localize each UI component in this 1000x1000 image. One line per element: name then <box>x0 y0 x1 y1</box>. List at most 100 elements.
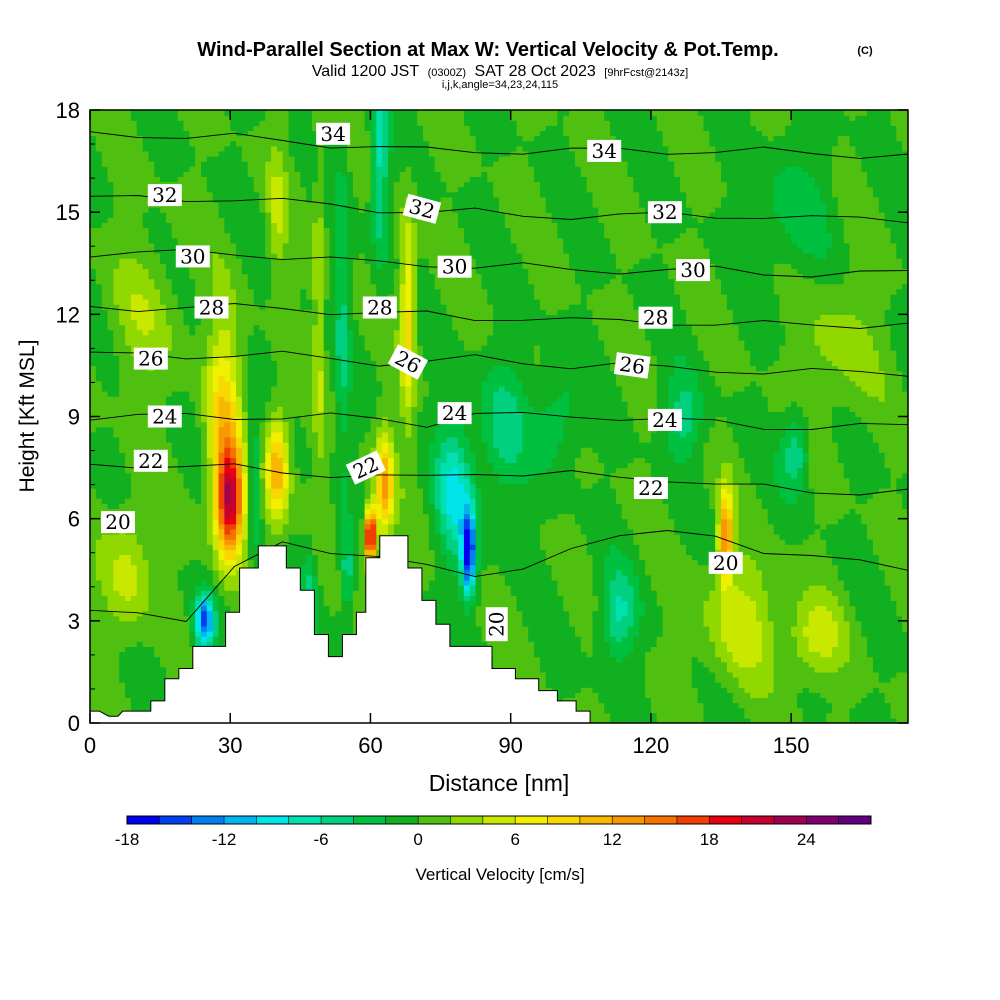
velocity-cell <box>224 523 231 530</box>
velocity-cell <box>195 115 202 121</box>
velocity-cell <box>177 528 185 535</box>
velocity-cell <box>160 227 167 234</box>
velocity-cell <box>259 375 266 382</box>
velocity-cell <box>236 125 243 132</box>
velocity-cell <box>271 334 278 341</box>
velocity-cell <box>247 217 255 223</box>
velocity-cell <box>148 278 155 285</box>
velocity-cell <box>189 130 196 137</box>
velocity-cell <box>300 196 307 203</box>
velocity-cell <box>300 523 307 530</box>
velocity-cell <box>253 304 261 310</box>
velocity-cell <box>171 247 179 254</box>
velocity-cell <box>206 115 214 121</box>
velocity-cell <box>160 595 167 601</box>
velocity-cell <box>241 482 249 489</box>
velocity-cell <box>183 462 190 469</box>
velocity-cell <box>136 201 144 208</box>
velocity-cell <box>317 319 325 326</box>
velocity-cell <box>300 559 307 566</box>
velocity-cell <box>177 523 185 530</box>
velocity-cell <box>236 380 243 387</box>
velocity-cell <box>323 625 331 632</box>
velocity-cell <box>236 115 243 121</box>
velocity-cell <box>160 380 167 387</box>
velocity-cell <box>241 207 249 213</box>
velocity-cell <box>265 508 272 515</box>
velocity-cell <box>90 503 97 510</box>
velocity-cell <box>212 472 220 479</box>
velocity-cell <box>206 508 214 515</box>
velocity-cell <box>125 344 132 351</box>
velocity-cell <box>195 390 202 397</box>
velocity-cell <box>107 697 114 704</box>
velocity-cell <box>113 334 120 341</box>
velocity-cell <box>90 355 97 361</box>
velocity-cell <box>107 145 114 152</box>
velocity-cell <box>201 411 208 418</box>
velocity-cell <box>329 447 336 453</box>
velocity-cell <box>160 304 167 310</box>
velocity-cell <box>148 528 155 535</box>
velocity-cell <box>107 344 114 351</box>
velocity-cell <box>241 166 249 172</box>
velocity-cell <box>218 171 225 178</box>
velocity-cell <box>107 370 114 377</box>
velocity-cell <box>323 365 331 372</box>
velocity-cell <box>259 421 266 428</box>
velocity-cell <box>294 186 301 193</box>
velocity-cell <box>154 503 161 510</box>
velocity-cell <box>107 161 114 167</box>
velocity-cell <box>183 554 190 561</box>
velocity-cell <box>148 692 155 699</box>
velocity-cell <box>154 319 161 326</box>
velocity-cell <box>230 309 237 315</box>
velocity-cell <box>154 222 161 229</box>
velocity-cell <box>142 278 150 285</box>
velocity-cell <box>253 161 261 167</box>
velocity-cell <box>195 207 202 213</box>
velocity-cell <box>113 324 120 331</box>
velocity-cell <box>271 115 278 121</box>
velocity-cell <box>189 283 196 290</box>
velocity-cell <box>253 339 261 346</box>
velocity-cell <box>312 350 319 356</box>
velocity-cell <box>259 130 266 137</box>
velocity-cell <box>201 375 208 382</box>
velocity-cell <box>329 508 336 515</box>
velocity-cell <box>201 406 208 412</box>
velocity-cell <box>148 207 155 213</box>
velocity-cell <box>224 360 231 367</box>
velocity-cell <box>294 309 301 315</box>
velocity-cell <box>236 212 243 218</box>
velocity-cell <box>300 263 307 269</box>
velocity-cell <box>236 258 243 264</box>
velocity-cell <box>101 196 109 203</box>
velocity-cell <box>230 523 237 530</box>
velocity-cell <box>218 186 225 193</box>
velocity-cell <box>317 171 325 178</box>
velocity-cell <box>224 442 231 448</box>
velocity-cell <box>119 196 126 203</box>
velocity-cell <box>125 283 132 290</box>
velocity-cell <box>113 217 120 223</box>
velocity-cell <box>306 513 313 520</box>
velocity-cell <box>107 488 114 494</box>
velocity-cell <box>160 442 167 448</box>
velocity-cell <box>113 201 120 208</box>
velocity-cell <box>247 411 255 418</box>
velocity-cell <box>259 462 266 469</box>
velocity-cell <box>230 299 237 305</box>
velocity-cell <box>253 273 261 280</box>
velocity-cell <box>136 661 144 668</box>
velocity-cell <box>113 564 120 571</box>
velocity-cell <box>130 585 138 591</box>
velocity-cell <box>148 253 155 259</box>
velocity-cell <box>101 334 109 341</box>
velocity-cell <box>206 273 214 280</box>
velocity-cell <box>160 625 167 632</box>
velocity-cell <box>212 217 220 223</box>
velocity-cell <box>282 447 290 453</box>
velocity-cell <box>241 472 249 479</box>
velocity-cell <box>306 196 313 203</box>
